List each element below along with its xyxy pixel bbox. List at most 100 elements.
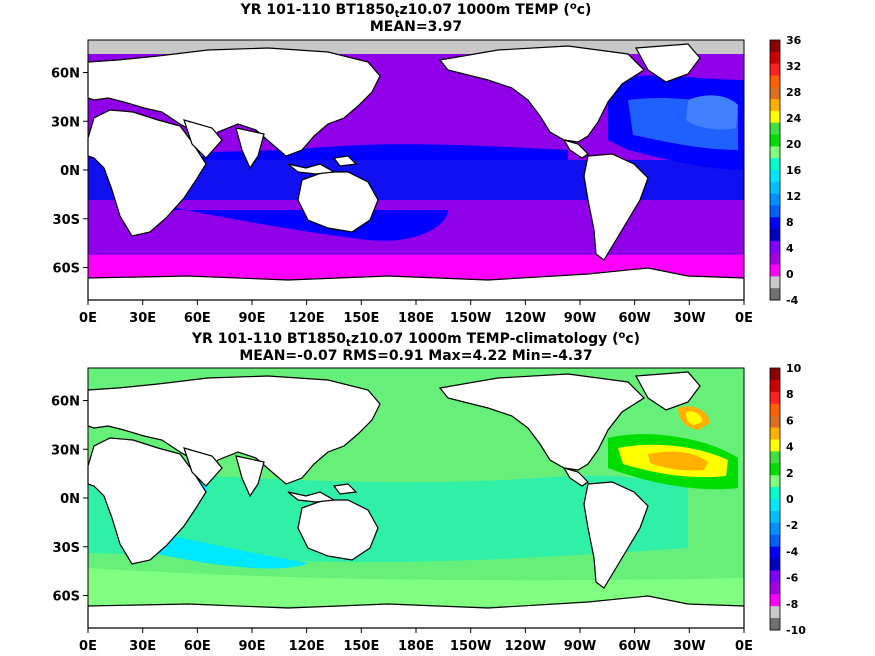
lat-tick-label: 30N xyxy=(51,115,80,130)
lon-tick-label: 150E xyxy=(343,639,379,654)
colorbar-swatch xyxy=(770,379,780,393)
colorbar-swatch xyxy=(770,205,780,218)
colorbar-swatch xyxy=(770,582,780,595)
colorbar-swatch xyxy=(770,403,780,417)
lon-tick-label: 90W xyxy=(564,311,596,326)
colorbar-label: -4 xyxy=(786,545,799,558)
colorbar-label: -4 xyxy=(786,294,799,307)
lon-tick-label: 180E xyxy=(398,639,434,654)
map-title-top: YR 101-110 BT1850tz10.07 1000m TEMP (oc) xyxy=(240,1,592,20)
colorbar-label: 0 xyxy=(786,493,794,506)
colorbar-swatch xyxy=(770,110,780,124)
colorbar-label: 0 xyxy=(786,268,794,281)
colorbar-swatch xyxy=(770,252,780,266)
lat-tick-label: 0N xyxy=(60,164,80,179)
lon-tick-label: 0E xyxy=(79,639,97,654)
lat-tick-label: 30S xyxy=(53,541,80,556)
colorbar-swatch xyxy=(770,240,780,254)
colorbar-swatch xyxy=(770,594,780,607)
lon-tick-label: 0E xyxy=(735,311,753,326)
colorbar-label: -10 xyxy=(786,624,806,637)
lon-tick-label: 150W xyxy=(450,639,491,654)
colorbar-label: 2 xyxy=(786,467,794,480)
colorbar-swatch xyxy=(770,229,780,242)
lat-tick-label: 30N xyxy=(51,443,80,458)
colorbar-swatch xyxy=(770,122,780,136)
colorbar-swatch xyxy=(770,427,780,440)
lon-tick-label: 0E xyxy=(79,311,97,326)
colorbar-label: 36 xyxy=(786,34,802,47)
colorbar-swatch xyxy=(770,181,780,195)
lon-tick-label: 180E xyxy=(398,311,434,326)
lon-tick-label: 150W xyxy=(450,311,491,326)
colorbar-label: 8 xyxy=(786,388,794,401)
colorbar-label: 6 xyxy=(786,414,794,427)
colorbar-label: 10 xyxy=(786,362,802,375)
lon-tick-label: 120E xyxy=(289,639,325,654)
colorbar-swatch xyxy=(770,618,780,631)
colorbar-swatch xyxy=(770,170,780,183)
lat-tick-label: 60N xyxy=(51,67,80,82)
map-stats-top: MEAN=3.97 xyxy=(369,19,463,35)
lon-tick-label: 90E xyxy=(239,639,266,654)
lon-tick-label: 90W xyxy=(564,639,596,654)
lat-tick-label: 30S xyxy=(53,213,80,228)
colorbar-label: 4 xyxy=(786,441,794,454)
lon-tick-label: 30W xyxy=(673,639,705,654)
colorbar-swatch xyxy=(770,217,780,230)
lon-tick-label: 60E xyxy=(184,639,211,654)
colorbar-swatch xyxy=(770,391,780,405)
map-stats-bottom: MEAN=-0.07 RMS=0.91 Max=4.22 Min=-4.37 xyxy=(239,348,593,364)
colorbar-swatch xyxy=(770,570,780,583)
colorbar-top: 36 32 28 24 20 16 12 8 4 0 -4 xyxy=(769,34,802,307)
lon-tick-label: 30E xyxy=(129,311,156,326)
colorbar-swatch xyxy=(770,158,780,171)
colorbar-label: 8 xyxy=(786,216,794,229)
map-panel-top xyxy=(87,39,745,301)
lon-tick-label: 30E xyxy=(129,639,156,654)
colorbar-label: 28 xyxy=(786,86,801,99)
colorbar-swatch xyxy=(770,487,780,500)
colorbar-label: 32 xyxy=(786,60,801,73)
lon-tick-label: 120E xyxy=(289,311,325,326)
colorbar-swatch xyxy=(770,288,780,301)
colorbar-swatch xyxy=(770,534,780,548)
lat-tick-label: 60S xyxy=(53,262,80,277)
colorbar-swatch xyxy=(770,451,780,464)
colorbar-swatch xyxy=(770,51,780,65)
colorbar-label: 12 xyxy=(786,190,801,203)
map-panel-bottom xyxy=(87,367,745,629)
colorbar-label: 20 xyxy=(786,138,802,151)
colorbar-swatch xyxy=(770,463,780,476)
colorbar-swatch xyxy=(770,439,780,452)
colorbar-swatch xyxy=(770,546,780,560)
lon-tick-label: 30W xyxy=(673,311,705,326)
colorbar-label: -6 xyxy=(786,572,799,585)
lat-tick-label: 0N xyxy=(60,492,80,507)
colorbar-swatch xyxy=(770,475,780,488)
colorbar-swatch xyxy=(770,99,780,112)
lon-tick-label: 120W xyxy=(505,639,546,654)
colorbar-frame xyxy=(769,39,781,301)
colorbar-swatch xyxy=(770,134,780,147)
colorbar-swatch xyxy=(770,276,780,289)
colorbar-swatch xyxy=(770,63,780,76)
axes-bottom: 0E 30E 60E 90E 120E 150E 180E 150W 120W 90W 60W 30W… xyxy=(51,395,753,655)
lon-tick-label: 90E xyxy=(239,311,266,326)
axes-top: 0E 30E 60E 90E 120E 150E 180E 150W 120W 90W 60W 30W… xyxy=(51,67,753,327)
colorbar-swatch xyxy=(770,193,780,206)
lon-tick-label: 120W xyxy=(505,311,546,326)
lon-tick-label: 150E xyxy=(343,311,379,326)
map-title-bottom: YR 101-110 BT1850tz10.07 1000m TEMP-clim… xyxy=(191,330,641,349)
colorbar-swatch xyxy=(770,75,780,88)
colorbar-swatch xyxy=(770,40,780,53)
colorbar-label: 4 xyxy=(786,242,794,255)
colorbar-label: -8 xyxy=(786,598,798,611)
colorbar-swatch xyxy=(770,264,780,277)
colorbar-swatch xyxy=(770,368,780,381)
colorbar-swatch xyxy=(770,499,780,512)
colorbar-swatch xyxy=(770,415,780,429)
colorbar-label: 24 xyxy=(786,112,802,125)
colorbar-frame xyxy=(769,367,781,631)
